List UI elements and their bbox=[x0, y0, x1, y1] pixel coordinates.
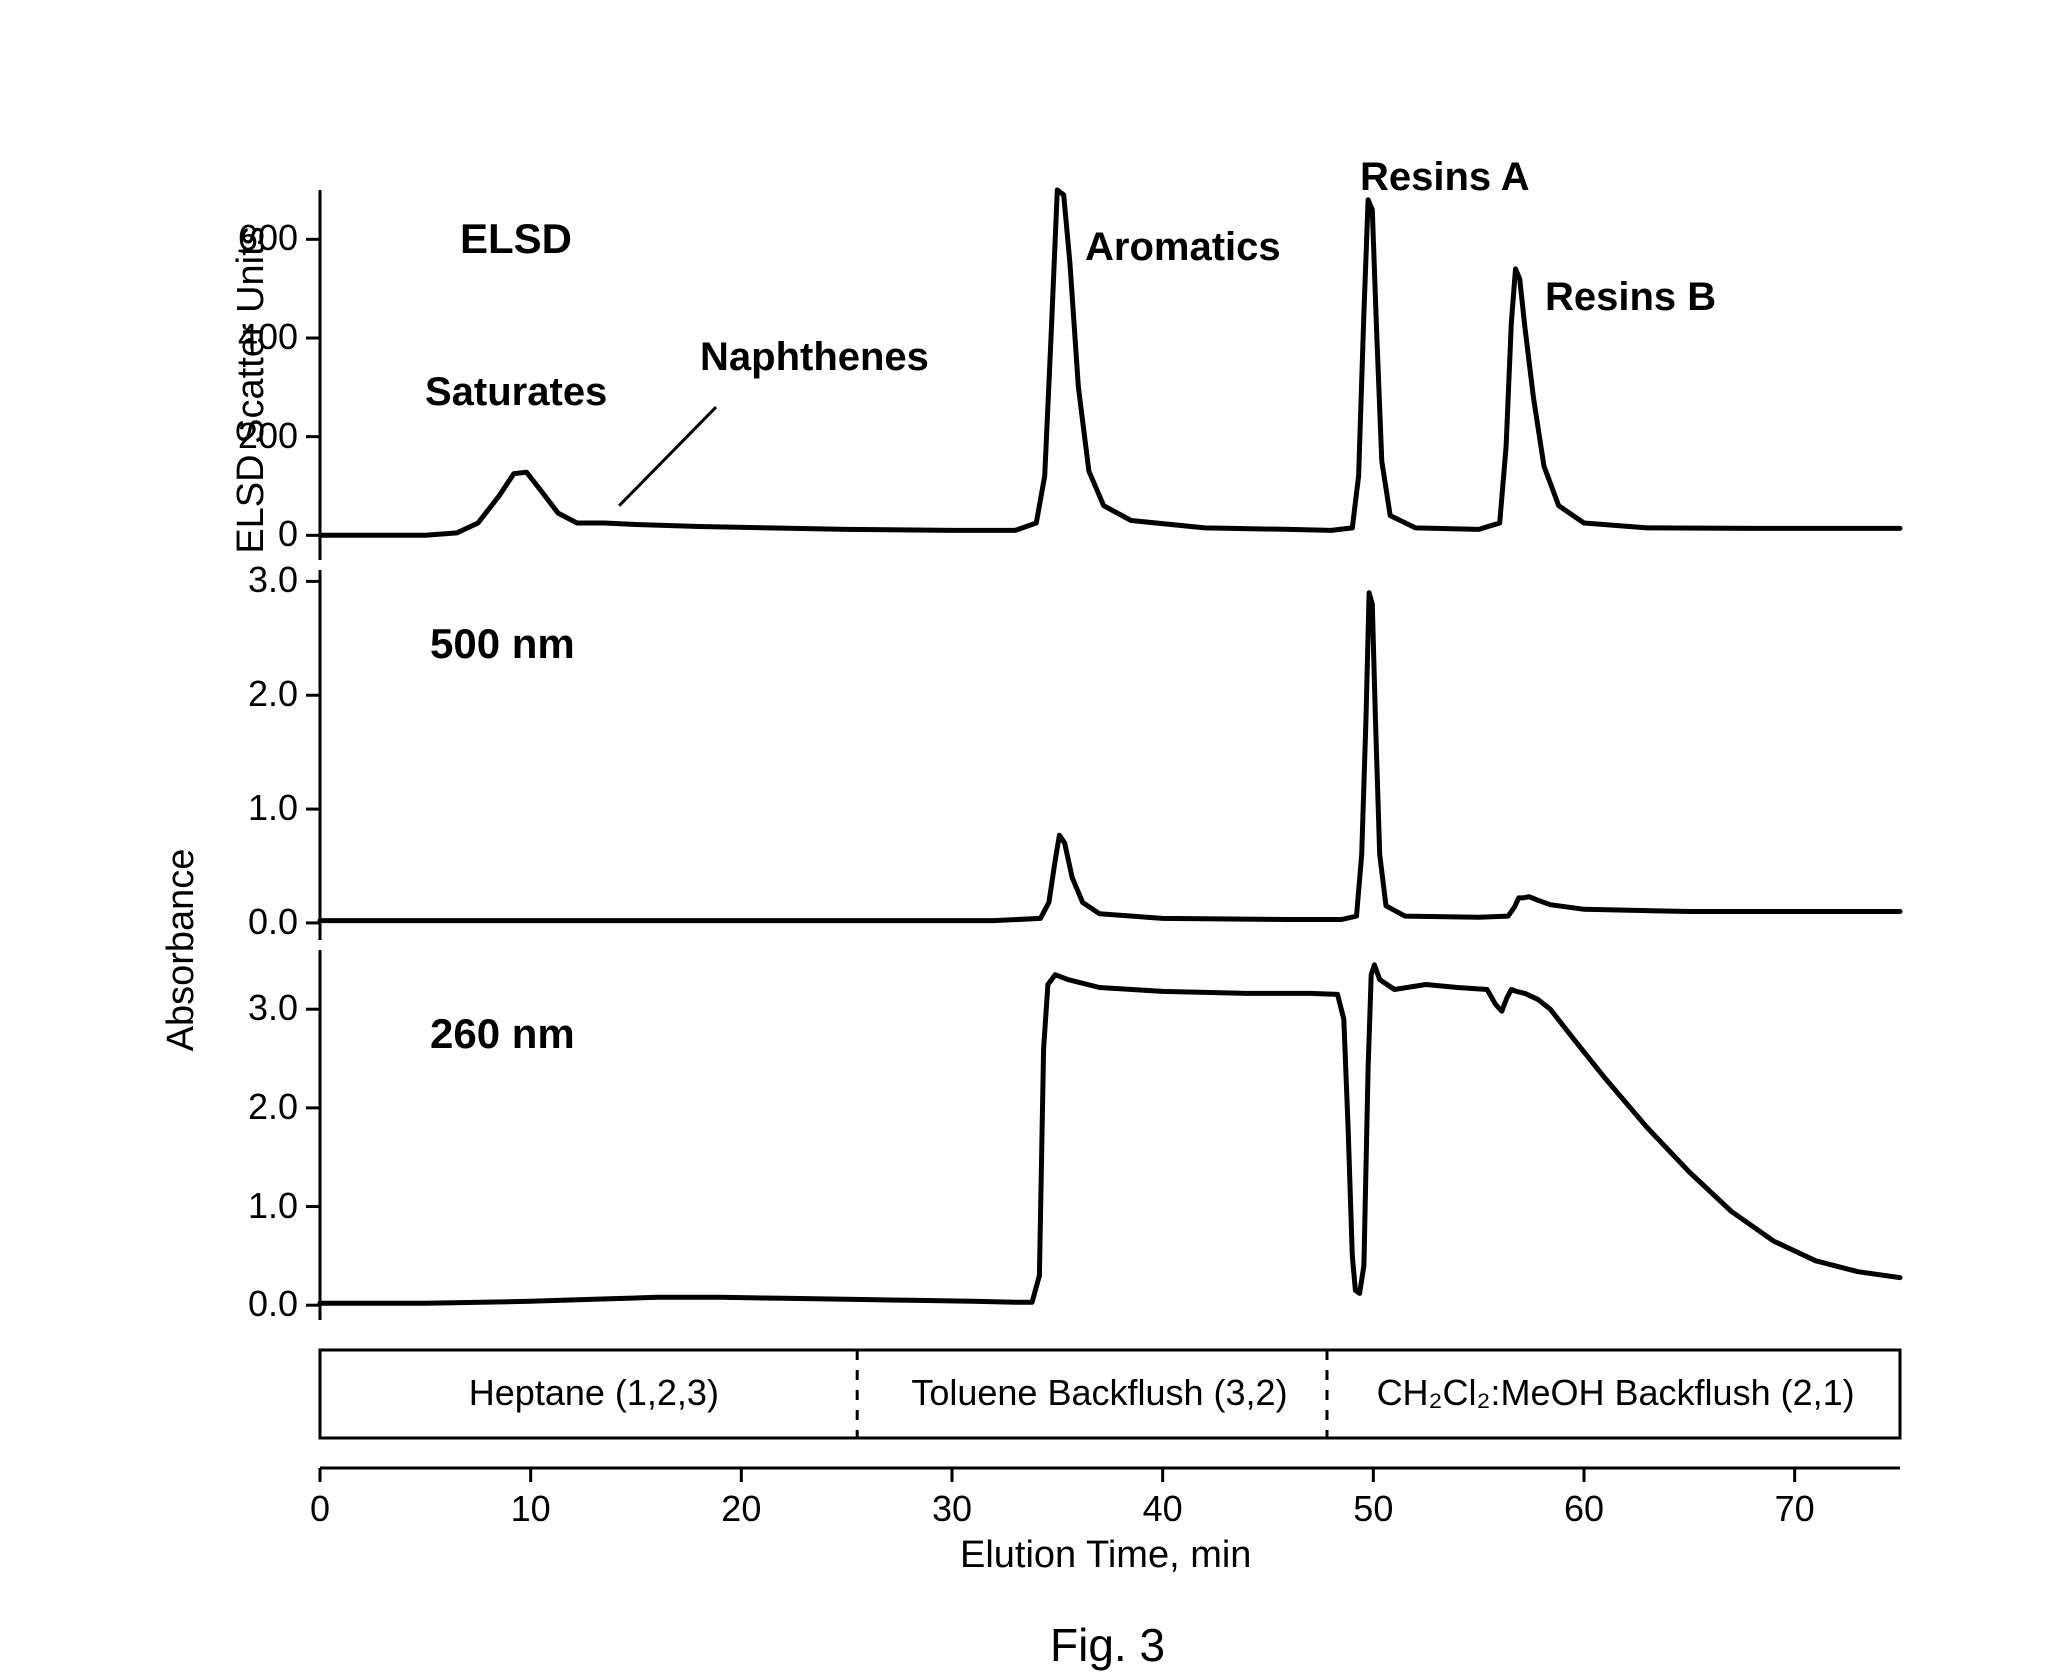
peak-label-resins-b: Resins B bbox=[1545, 275, 1716, 320]
y-tick-label: 0.0 bbox=[248, 901, 298, 943]
y-tick-label: 1.0 bbox=[248, 1185, 298, 1227]
y-tick-label: 400 bbox=[238, 316, 298, 358]
x-axis-label: Elution Time, min bbox=[960, 1534, 1251, 1577]
y-tick-label: 0 bbox=[278, 513, 298, 555]
panel-title-260nm: 260 nm bbox=[430, 1010, 575, 1058]
solvent-region-label: CH₂Cl₂:MeOH Backflush (2,1) bbox=[1377, 1372, 1855, 1414]
x-tick-label: 10 bbox=[511, 1488, 551, 1530]
panel-title-elsd: ELSD bbox=[460, 215, 572, 263]
y-tick-label: 3.0 bbox=[248, 559, 298, 601]
panel-title-500nm: 500 nm bbox=[430, 620, 575, 668]
peak-label-naphthenes: Naphthenes bbox=[700, 335, 929, 380]
x-tick-label: 70 bbox=[1775, 1488, 1815, 1530]
y-tick-label: 1.0 bbox=[248, 787, 298, 829]
x-tick-label: 40 bbox=[1143, 1488, 1183, 1530]
peak-label-resins-a: Resins A bbox=[1360, 155, 1530, 200]
x-tick-label: 60 bbox=[1564, 1488, 1604, 1530]
y-tick-label: 3.0 bbox=[248, 987, 298, 1029]
x-tick-label: 0 bbox=[310, 1488, 330, 1530]
y-tick-label: 2.0 bbox=[248, 673, 298, 715]
y-tick-label: 0.0 bbox=[248, 1283, 298, 1325]
peak-label-saturates: Saturates bbox=[425, 370, 607, 415]
peak-label-aromatics: Aromatics bbox=[1085, 225, 1281, 270]
figure-caption: Fig. 3 bbox=[1050, 1618, 1165, 1672]
y-tick-label: 2.0 bbox=[248, 1086, 298, 1128]
x-tick-label: 20 bbox=[721, 1488, 761, 1530]
figure-page: ELSD Scatter Units Absorbance Elution Ti… bbox=[0, 0, 2059, 1673]
x-tick-label: 50 bbox=[1353, 1488, 1393, 1530]
x-tick-label: 30 bbox=[932, 1488, 972, 1530]
y-tick-label: 200 bbox=[238, 415, 298, 457]
solvent-region-label: Heptane (1,2,3) bbox=[469, 1372, 719, 1414]
y-axis-label-absorbance: Absorbance bbox=[160, 750, 200, 1150]
chromatogram-chart bbox=[0, 0, 2059, 1673]
solvent-region-label: Toluene Backflush (3,2) bbox=[911, 1372, 1287, 1414]
y-tick-label: 600 bbox=[238, 217, 298, 259]
